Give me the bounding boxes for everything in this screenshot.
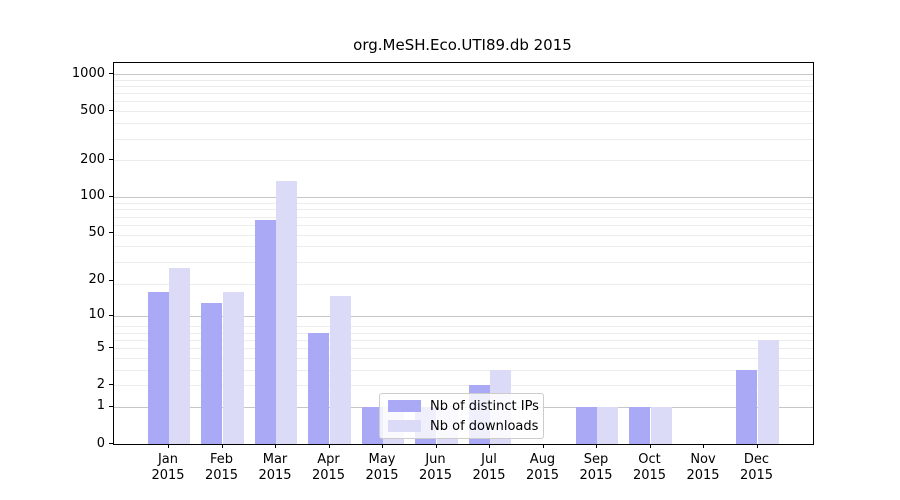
y-tick-label: 200 (80, 151, 105, 167)
x-tick-mark (435, 444, 437, 448)
x-tick-mark (649, 444, 651, 448)
major-gridline (114, 315, 813, 317)
x-tick-mark (221, 444, 223, 448)
minor-gridline (114, 209, 813, 211)
legend-swatch-distinct-ips (388, 400, 421, 412)
y-tick-label: 2 (96, 376, 105, 392)
bar-downloads-dec-2015 (757, 339, 779, 444)
legend-label-distinct-ips: Nb of distinct IPs (430, 398, 539, 414)
y-tick-mark (109, 443, 113, 444)
legend-swatch-downloads (388, 420, 421, 432)
bar-downloads-apr-2015 (329, 295, 351, 444)
minor-gridline (114, 160, 813, 162)
y-tick-label: 1 (96, 398, 105, 414)
bar-downloads-sep-2015 (597, 406, 619, 444)
major-gridline (114, 74, 813, 75)
x-tick-label: Apr 2015 (311, 452, 346, 483)
bar-distinct-ips-may-2015 (361, 406, 383, 444)
minor-gridline (114, 246, 813, 248)
minor-gridline (114, 261, 813, 263)
minor-gridline (114, 283, 813, 285)
minor-gridline (114, 86, 813, 87)
minor-gridline (114, 234, 813, 236)
minor-gridline (114, 332, 813, 334)
plot-area: Nb of distinct IPs Nb of downloads (113, 62, 814, 445)
x-tick-label: Jul 2015 (472, 452, 506, 483)
x-tick-label: Nov 2015 (686, 452, 720, 483)
x-tick-label: Feb 2015 (204, 452, 239, 483)
bar-downloads-feb-2015 (222, 292, 244, 444)
legend-item-distinct-ips: Nb of distinct IPs (380, 398, 543, 415)
chart-title: org.MeSH.Eco.UTI89.db 2015 (353, 36, 572, 54)
x-tick-mark (328, 444, 330, 448)
minor-gridline (114, 79, 813, 81)
bar-distinct-ips-feb-2015 (201, 302, 223, 444)
x-tick-mark (542, 444, 544, 448)
bar-distinct-ips-mar-2015 (254, 219, 276, 444)
y-tick-label: 500 (80, 102, 105, 118)
minor-gridline (114, 369, 813, 371)
minor-gridline (114, 339, 813, 341)
y-tick-mark (109, 110, 113, 112)
legend-label-downloads: Nb of downloads (430, 418, 539, 434)
y-tick-mark (109, 405, 113, 407)
x-tick-mark (703, 444, 704, 448)
y-tick-mark (109, 73, 113, 74)
x-tick-label: May 2015 (365, 452, 399, 483)
y-tick-label: 10 (88, 307, 105, 323)
bar-distinct-ips-dec-2015 (736, 369, 758, 444)
minor-gridline (114, 203, 813, 204)
legend: Nb of distinct IPs Nb of downloads (379, 393, 544, 439)
y-tick-label: 50 (88, 224, 105, 240)
y-tick-label: 5 (96, 339, 105, 355)
minor-gridline (114, 111, 813, 113)
minor-gridline (114, 357, 813, 359)
x-tick-mark (489, 444, 490, 448)
major-gridline (114, 196, 813, 198)
bar-downloads-jan-2015 (169, 267, 191, 444)
y-tick-mark (109, 279, 113, 281)
x-tick-label: Aug 2015 (525, 452, 560, 483)
x-tick-mark (168, 444, 169, 448)
x-tick-mark (756, 444, 758, 448)
bar-distinct-ips-jan-2015 (147, 292, 169, 444)
x-tick-label: Mar 2015 (258, 452, 292, 483)
x-tick-mark (275, 444, 276, 448)
y-tick-label: 100 (80, 188, 105, 204)
bar-distinct-ips-oct-2015 (629, 406, 651, 444)
x-tick-mark (596, 444, 597, 448)
y-tick-mark (109, 232, 113, 234)
bar-distinct-ips-sep-2015 (575, 406, 597, 444)
minor-gridline (114, 326, 813, 328)
minor-gridline (114, 93, 813, 95)
x-tick-label: Jun 2015 (418, 452, 453, 483)
x-tick-label: Jan 2015 (151, 452, 185, 483)
y-tick-label: 1000 (71, 65, 105, 81)
minor-gridline (114, 101, 813, 103)
bar-downloads-oct-2015 (650, 406, 672, 444)
x-tick-label: Sep 2015 (579, 452, 613, 483)
y-tick-mark (109, 159, 113, 160)
y-tick-label: 20 (88, 272, 105, 288)
y-tick-mark (109, 195, 113, 197)
minor-gridline (114, 138, 813, 140)
y-tick-label: 0 (96, 435, 105, 451)
x-tick-label: Dec 2015 (739, 452, 774, 483)
minor-gridline (114, 224, 813, 226)
x-tick-label: Oct 2015 (632, 452, 667, 483)
bar-distinct-ips-apr-2015 (308, 332, 330, 444)
minor-gridline (114, 216, 813, 218)
x-tick-mark (382, 444, 383, 448)
minor-gridline (114, 123, 813, 125)
y-tick-mark (109, 384, 113, 386)
minor-gridline (114, 348, 813, 349)
y-tick-mark (109, 347, 113, 348)
legend-item-downloads: Nb of downloads (380, 418, 543, 435)
minor-gridline (114, 385, 813, 387)
bar-downloads-mar-2015 (276, 180, 298, 444)
y-tick-mark (109, 314, 113, 316)
